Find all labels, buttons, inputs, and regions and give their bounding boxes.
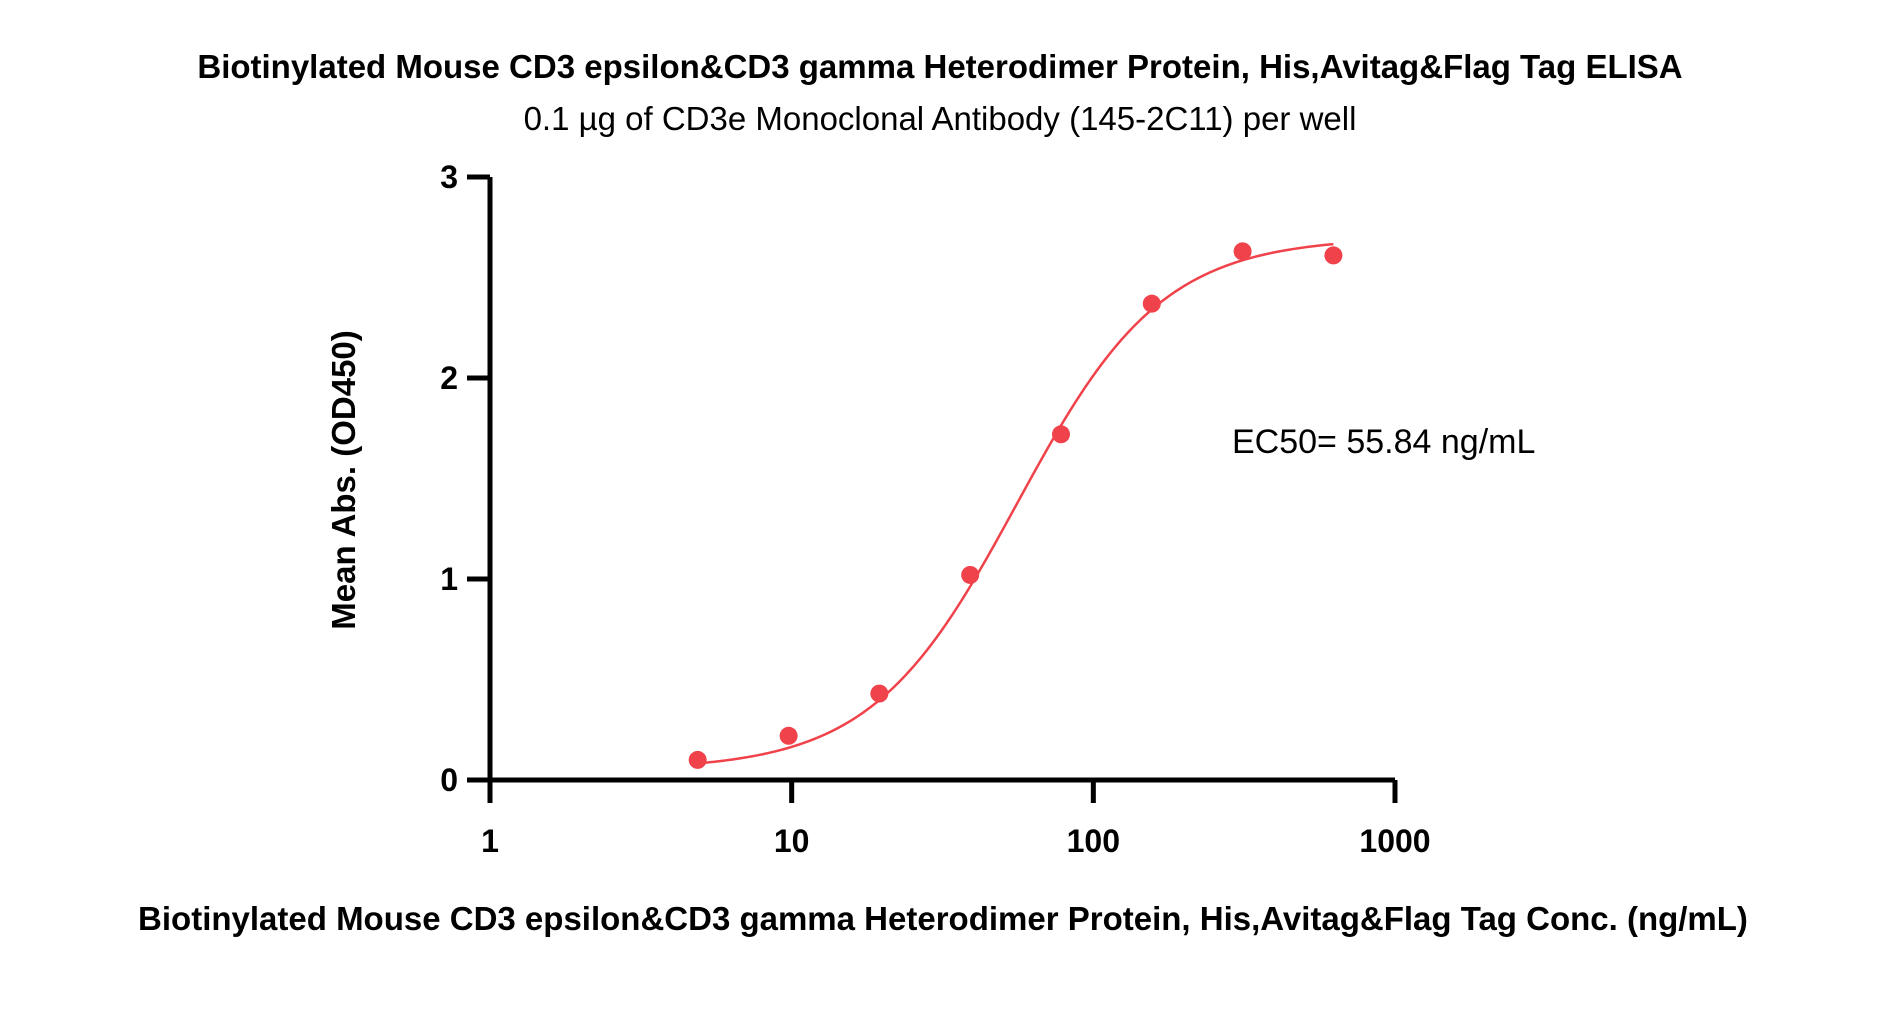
y-tick-label: 3 xyxy=(440,159,458,195)
chart-title: Biotinylated Mouse CD3 epsilon&CD3 gamma… xyxy=(197,48,1682,85)
data-point xyxy=(1233,242,1252,261)
x-ticks: 1 10 100 1000 xyxy=(481,780,1431,859)
y-tick-label: 1 xyxy=(440,561,458,597)
data-point xyxy=(870,684,889,703)
data-point xyxy=(779,726,798,745)
y-axis-label: Mean Abs. (OD450) xyxy=(325,330,362,630)
x-axis-label: Biotinylated Mouse CD3 epsilon&CD3 gamma… xyxy=(138,900,1748,937)
fit-curve xyxy=(697,242,1334,765)
data-point xyxy=(1052,425,1070,444)
ec50-annotation: EC50= 55.84 ng/mL xyxy=(1232,423,1535,461)
data-points xyxy=(688,242,1343,769)
chart-subtitle: 0.1 µg of CD3e Monoclonal Antibody (145-… xyxy=(524,100,1357,137)
y-tick-label: 2 xyxy=(440,360,458,396)
x-tick-label: 10 xyxy=(774,823,810,859)
x-tick-label: 100 xyxy=(1067,823,1120,859)
data-point xyxy=(1324,246,1343,265)
x-tick-label: 1 xyxy=(481,823,499,859)
data-point xyxy=(961,565,980,584)
x-tick-label: 1000 xyxy=(1359,823,1430,859)
data-point xyxy=(688,750,707,769)
y-tick-label: 0 xyxy=(440,762,458,798)
data-point xyxy=(1142,294,1161,313)
y-ticks: 0 1 2 3 xyxy=(440,159,490,798)
